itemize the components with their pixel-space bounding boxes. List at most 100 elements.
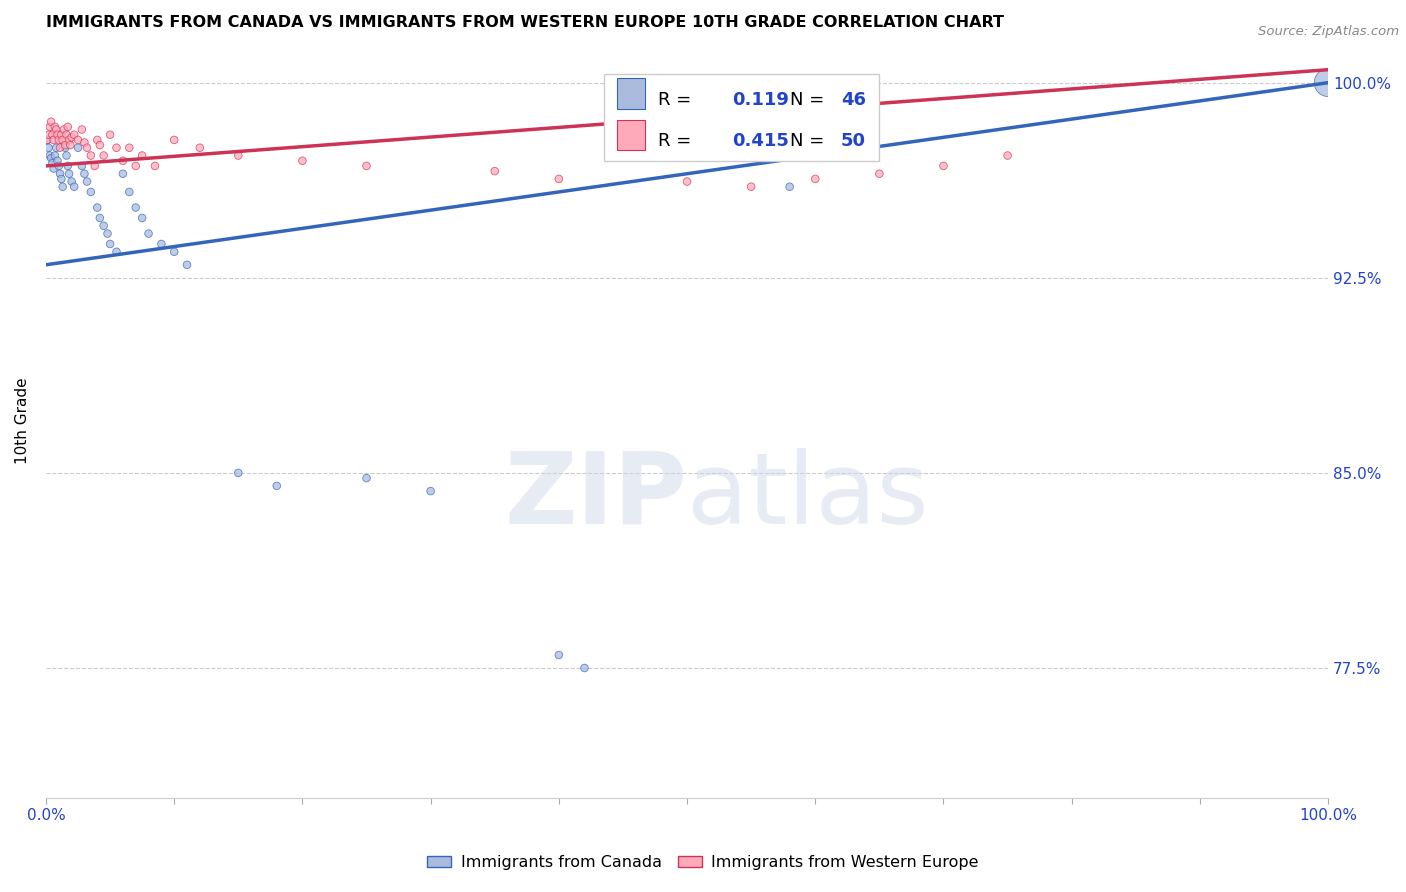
Point	[484, 164, 506, 178]
Point	[38, 120, 60, 134]
Point	[98, 128, 121, 142]
Point	[86, 133, 108, 147]
Point	[226, 148, 249, 162]
Point	[740, 179, 762, 194]
Point	[125, 159, 148, 173]
Point	[111, 167, 134, 181]
FancyBboxPatch shape	[617, 78, 645, 109]
Text: 0.119: 0.119	[733, 91, 789, 109]
Point	[226, 466, 249, 480]
Point	[163, 133, 186, 147]
Text: atlas: atlas	[688, 448, 929, 545]
Point	[37, 133, 59, 147]
Point	[48, 133, 70, 147]
Text: Source: ZipAtlas.com: Source: ZipAtlas.com	[1258, 25, 1399, 38]
Point	[96, 227, 118, 241]
Point	[46, 153, 69, 168]
Point	[80, 148, 103, 162]
Point	[176, 258, 198, 272]
Point	[89, 138, 111, 153]
Point	[356, 159, 378, 173]
Point	[574, 661, 596, 675]
Point	[56, 120, 79, 134]
Text: R =: R =	[658, 132, 696, 151]
Point	[93, 219, 115, 233]
Point	[105, 141, 128, 155]
Text: 0.415: 0.415	[733, 132, 789, 151]
Point	[932, 159, 955, 173]
Point	[547, 648, 569, 662]
Point	[83, 159, 105, 173]
Point	[39, 114, 62, 128]
Point	[291, 153, 314, 168]
Point	[44, 148, 66, 162]
Y-axis label: 10th Grade: 10th Grade	[15, 377, 30, 464]
Point	[547, 172, 569, 186]
Point	[266, 479, 288, 493]
Point	[63, 179, 86, 194]
Point	[45, 141, 67, 155]
Point	[63, 128, 86, 142]
Point	[52, 122, 75, 136]
Text: IMMIGRANTS FROM CANADA VS IMMIGRANTS FROM WESTERN EUROPE 10TH GRADE CORRELATION : IMMIGRANTS FROM CANADA VS IMMIGRANTS FRO…	[46, 15, 1004, 30]
Point	[804, 172, 827, 186]
Point	[52, 133, 75, 147]
Point	[118, 141, 141, 155]
Point	[49, 167, 72, 181]
Point	[356, 471, 378, 485]
Text: 50: 50	[841, 132, 866, 151]
Point	[41, 156, 63, 170]
Point	[73, 136, 96, 150]
Point	[89, 211, 111, 225]
FancyBboxPatch shape	[603, 74, 879, 161]
Point	[111, 153, 134, 168]
Point	[46, 128, 69, 142]
Point	[98, 237, 121, 252]
Point	[42, 133, 65, 147]
Point	[51, 172, 73, 186]
Point	[76, 175, 98, 189]
Point	[143, 159, 166, 173]
Point	[131, 211, 153, 225]
Point	[41, 128, 63, 142]
Point	[1317, 76, 1340, 90]
Text: R =: R =	[658, 91, 696, 109]
Point	[49, 141, 72, 155]
Point	[125, 201, 148, 215]
Point	[53, 138, 76, 153]
Point	[70, 122, 93, 136]
Point	[45, 122, 67, 136]
Point	[997, 148, 1019, 162]
Text: 46: 46	[841, 91, 866, 109]
Point	[48, 159, 70, 173]
Point	[39, 151, 62, 165]
Point	[58, 167, 80, 181]
Point	[118, 185, 141, 199]
Point	[80, 185, 103, 199]
Point	[60, 130, 83, 145]
Point	[676, 175, 699, 189]
Point	[66, 141, 89, 155]
Point	[73, 167, 96, 181]
Point	[52, 179, 75, 194]
Point	[55, 148, 77, 162]
Point	[93, 148, 115, 162]
Point	[779, 179, 801, 194]
Point	[105, 244, 128, 259]
Point	[66, 133, 89, 147]
Point	[38, 141, 60, 155]
Point	[56, 159, 79, 173]
Point	[868, 167, 890, 181]
Point	[86, 201, 108, 215]
Point	[60, 175, 83, 189]
Point	[37, 133, 59, 147]
Point	[138, 227, 160, 241]
Legend: Immigrants from Canada, Immigrants from Western Europe: Immigrants from Canada, Immigrants from …	[420, 849, 986, 877]
Point	[44, 120, 66, 134]
Point	[59, 138, 82, 153]
Point	[51, 128, 73, 142]
Point	[188, 141, 211, 155]
Text: ZIP: ZIP	[505, 448, 688, 545]
Point	[163, 244, 186, 259]
Point	[53, 141, 76, 155]
